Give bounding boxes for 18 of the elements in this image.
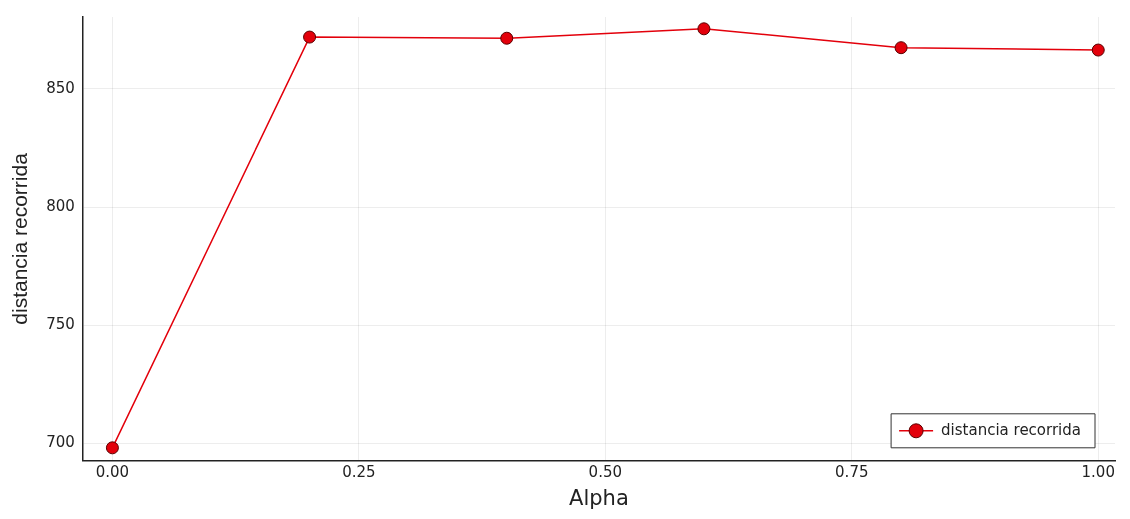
point [500, 31, 514, 45]
y-tick-label: 750 [46, 314, 75, 333]
point [303, 30, 317, 44]
point [697, 22, 711, 36]
x-tick-label: 1.00 [1081, 462, 1115, 481]
y-tick-label: 850 [46, 78, 75, 97]
x-axis-title: Alpha [569, 485, 629, 510]
point [105, 441, 119, 455]
x-tick-label: 0.00 [95, 462, 130, 481]
y-tick-label: 700 [46, 432, 75, 451]
x-tick-label: 0.25 [342, 462, 376, 481]
y-tick-label: 800 [46, 196, 75, 215]
point [1091, 43, 1105, 57]
x-tick-label: 0.50 [588, 462, 623, 481]
point [894, 41, 908, 55]
y-axis-title: distancia recorrida [8, 152, 32, 325]
x-tick-label: 0.75 [835, 462, 869, 481]
legend-label: distancia recorrida [941, 420, 1082, 439]
